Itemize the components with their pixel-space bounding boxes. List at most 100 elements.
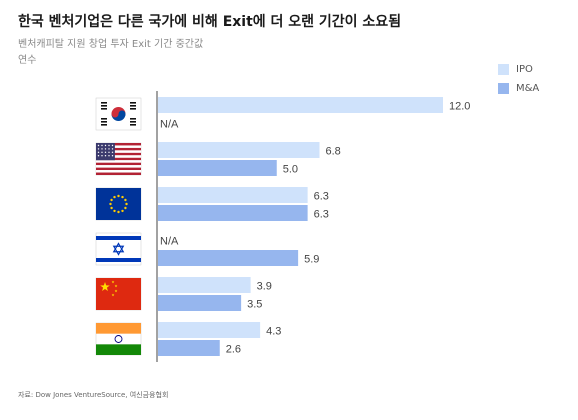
china-flag-icon	[95, 277, 142, 311]
star	[111, 155, 114, 157]
data-label: 4.3	[266, 326, 281, 338]
trigram-bar	[130, 105, 136, 107]
bar-ipo	[158, 322, 261, 338]
na-label: N/A	[160, 119, 179, 131]
stripe	[96, 162, 141, 166]
star	[97, 148, 100, 150]
star	[101, 148, 103, 150]
stripe	[96, 155, 141, 158]
bar-ipo	[158, 97, 443, 113]
legend-label-ipo: IPO	[516, 63, 533, 75]
bar-ma	[158, 205, 308, 221]
star	[104, 155, 107, 157]
china-field	[96, 278, 141, 310]
usa-flag-icon	[95, 142, 142, 176]
chart-title: 한국 벤처기업은 다른 국가에 비해 Exit에 더 오랜 기간이 소요됨	[18, 14, 402, 30]
stripe	[96, 143, 141, 146]
stripe	[96, 170, 141, 173]
trigram-bar	[101, 118, 107, 120]
eu-field	[96, 188, 141, 220]
china-star	[111, 280, 115, 284]
na-label: N/A	[160, 236, 179, 248]
legend: IPO M&A	[498, 62, 539, 100]
india-saffron	[96, 323, 141, 334]
stripe	[96, 152, 141, 156]
trigram-bar	[130, 108, 136, 110]
bar-ipo	[158, 187, 308, 203]
stripe	[96, 157, 141, 161]
data-label: 12.0	[449, 101, 470, 113]
bar-ma	[158, 295, 242, 311]
trigram-bar	[130, 124, 136, 126]
trigram-bar	[101, 105, 107, 107]
data-label: 6.3	[314, 209, 329, 221]
bar-ma	[158, 160, 277, 176]
stripe	[96, 172, 141, 175]
eu-star	[109, 202, 112, 206]
eu-flag-icon	[95, 187, 142, 221]
eu-star	[117, 210, 120, 214]
trigram-bar	[101, 108, 107, 110]
star	[104, 144, 107, 147]
star	[111, 151, 114, 153]
eu-star	[121, 195, 124, 199]
star	[111, 148, 114, 150]
china-star	[111, 293, 115, 297]
star	[101, 155, 103, 157]
data-label: 5.0	[283, 164, 298, 176]
star-of-david-down	[112, 245, 125, 256]
bar-ipo	[158, 142, 320, 158]
data-label: 5.9	[304, 254, 319, 266]
eu-star	[121, 209, 124, 213]
china-star	[100, 282, 110, 292]
stripe	[96, 145, 141, 148]
eu-star	[125, 202, 128, 206]
star	[101, 144, 103, 147]
star	[101, 151, 103, 153]
star	[108, 155, 110, 157]
star	[108, 151, 110, 153]
legend-item-ma: M&A	[498, 81, 539, 95]
chart-subtitle: 벤처캐피탈 지원 창업 투자 Exit 기간 중간값	[18, 39, 204, 50]
trigram-bar	[101, 121, 107, 123]
star	[97, 151, 100, 153]
china-star	[114, 289, 118, 293]
eu-star	[110, 198, 113, 202]
star	[111, 144, 114, 147]
china-star	[114, 284, 118, 288]
unit-label: 연수	[18, 55, 37, 66]
star	[97, 155, 100, 157]
eu-star	[113, 195, 116, 199]
india-green	[96, 344, 141, 355]
taegeuk-blue-swirl	[118, 110, 126, 118]
ashoka-chakra	[114, 335, 123, 343]
bar-ma	[158, 250, 299, 266]
legend-label-ma: M&A	[516, 82, 540, 94]
south-korea-flag-icon	[95, 97, 142, 131]
eu-star	[124, 206, 127, 210]
stripe	[96, 165, 141, 168]
legend-swatch-ipo	[498, 63, 509, 75]
trigram-bar	[130, 121, 136, 123]
israel-stripe-top	[96, 236, 141, 240]
israel-flag-icon	[95, 232, 142, 266]
eu-star	[113, 209, 116, 213]
trigram-bar	[130, 102, 136, 104]
taegeuk-red-swirl	[111, 110, 119, 118]
trigram-bar	[101, 124, 107, 126]
trigram-bar	[130, 118, 136, 120]
bar-ipo	[158, 277, 251, 293]
star-of-david-up	[112, 242, 125, 253]
star	[108, 148, 110, 150]
data-label: 3.5	[247, 299, 262, 311]
eu-star	[117, 194, 120, 198]
eu-star	[110, 206, 113, 210]
legend-swatch-ma	[498, 82, 509, 94]
stripe	[96, 167, 141, 171]
stripe	[96, 160, 141, 163]
legend-item-ipo: IPO	[498, 62, 539, 76]
data-label: 2.6	[226, 344, 241, 356]
stripe	[96, 150, 141, 153]
stripe	[96, 147, 141, 151]
